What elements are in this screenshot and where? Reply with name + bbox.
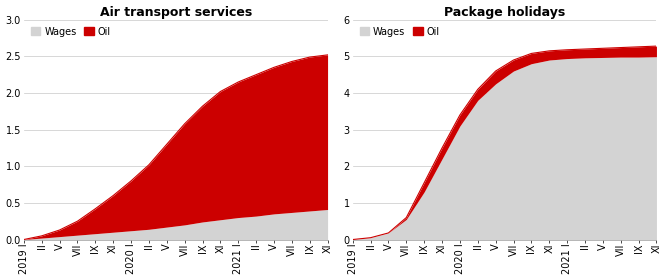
Title: Air transport services: Air transport services [99, 6, 252, 18]
Legend: Wages, Oil: Wages, Oil [358, 25, 442, 38]
Legend: Wages, Oil: Wages, Oil [29, 25, 113, 38]
Title: Package holidays: Package holidays [444, 6, 565, 18]
